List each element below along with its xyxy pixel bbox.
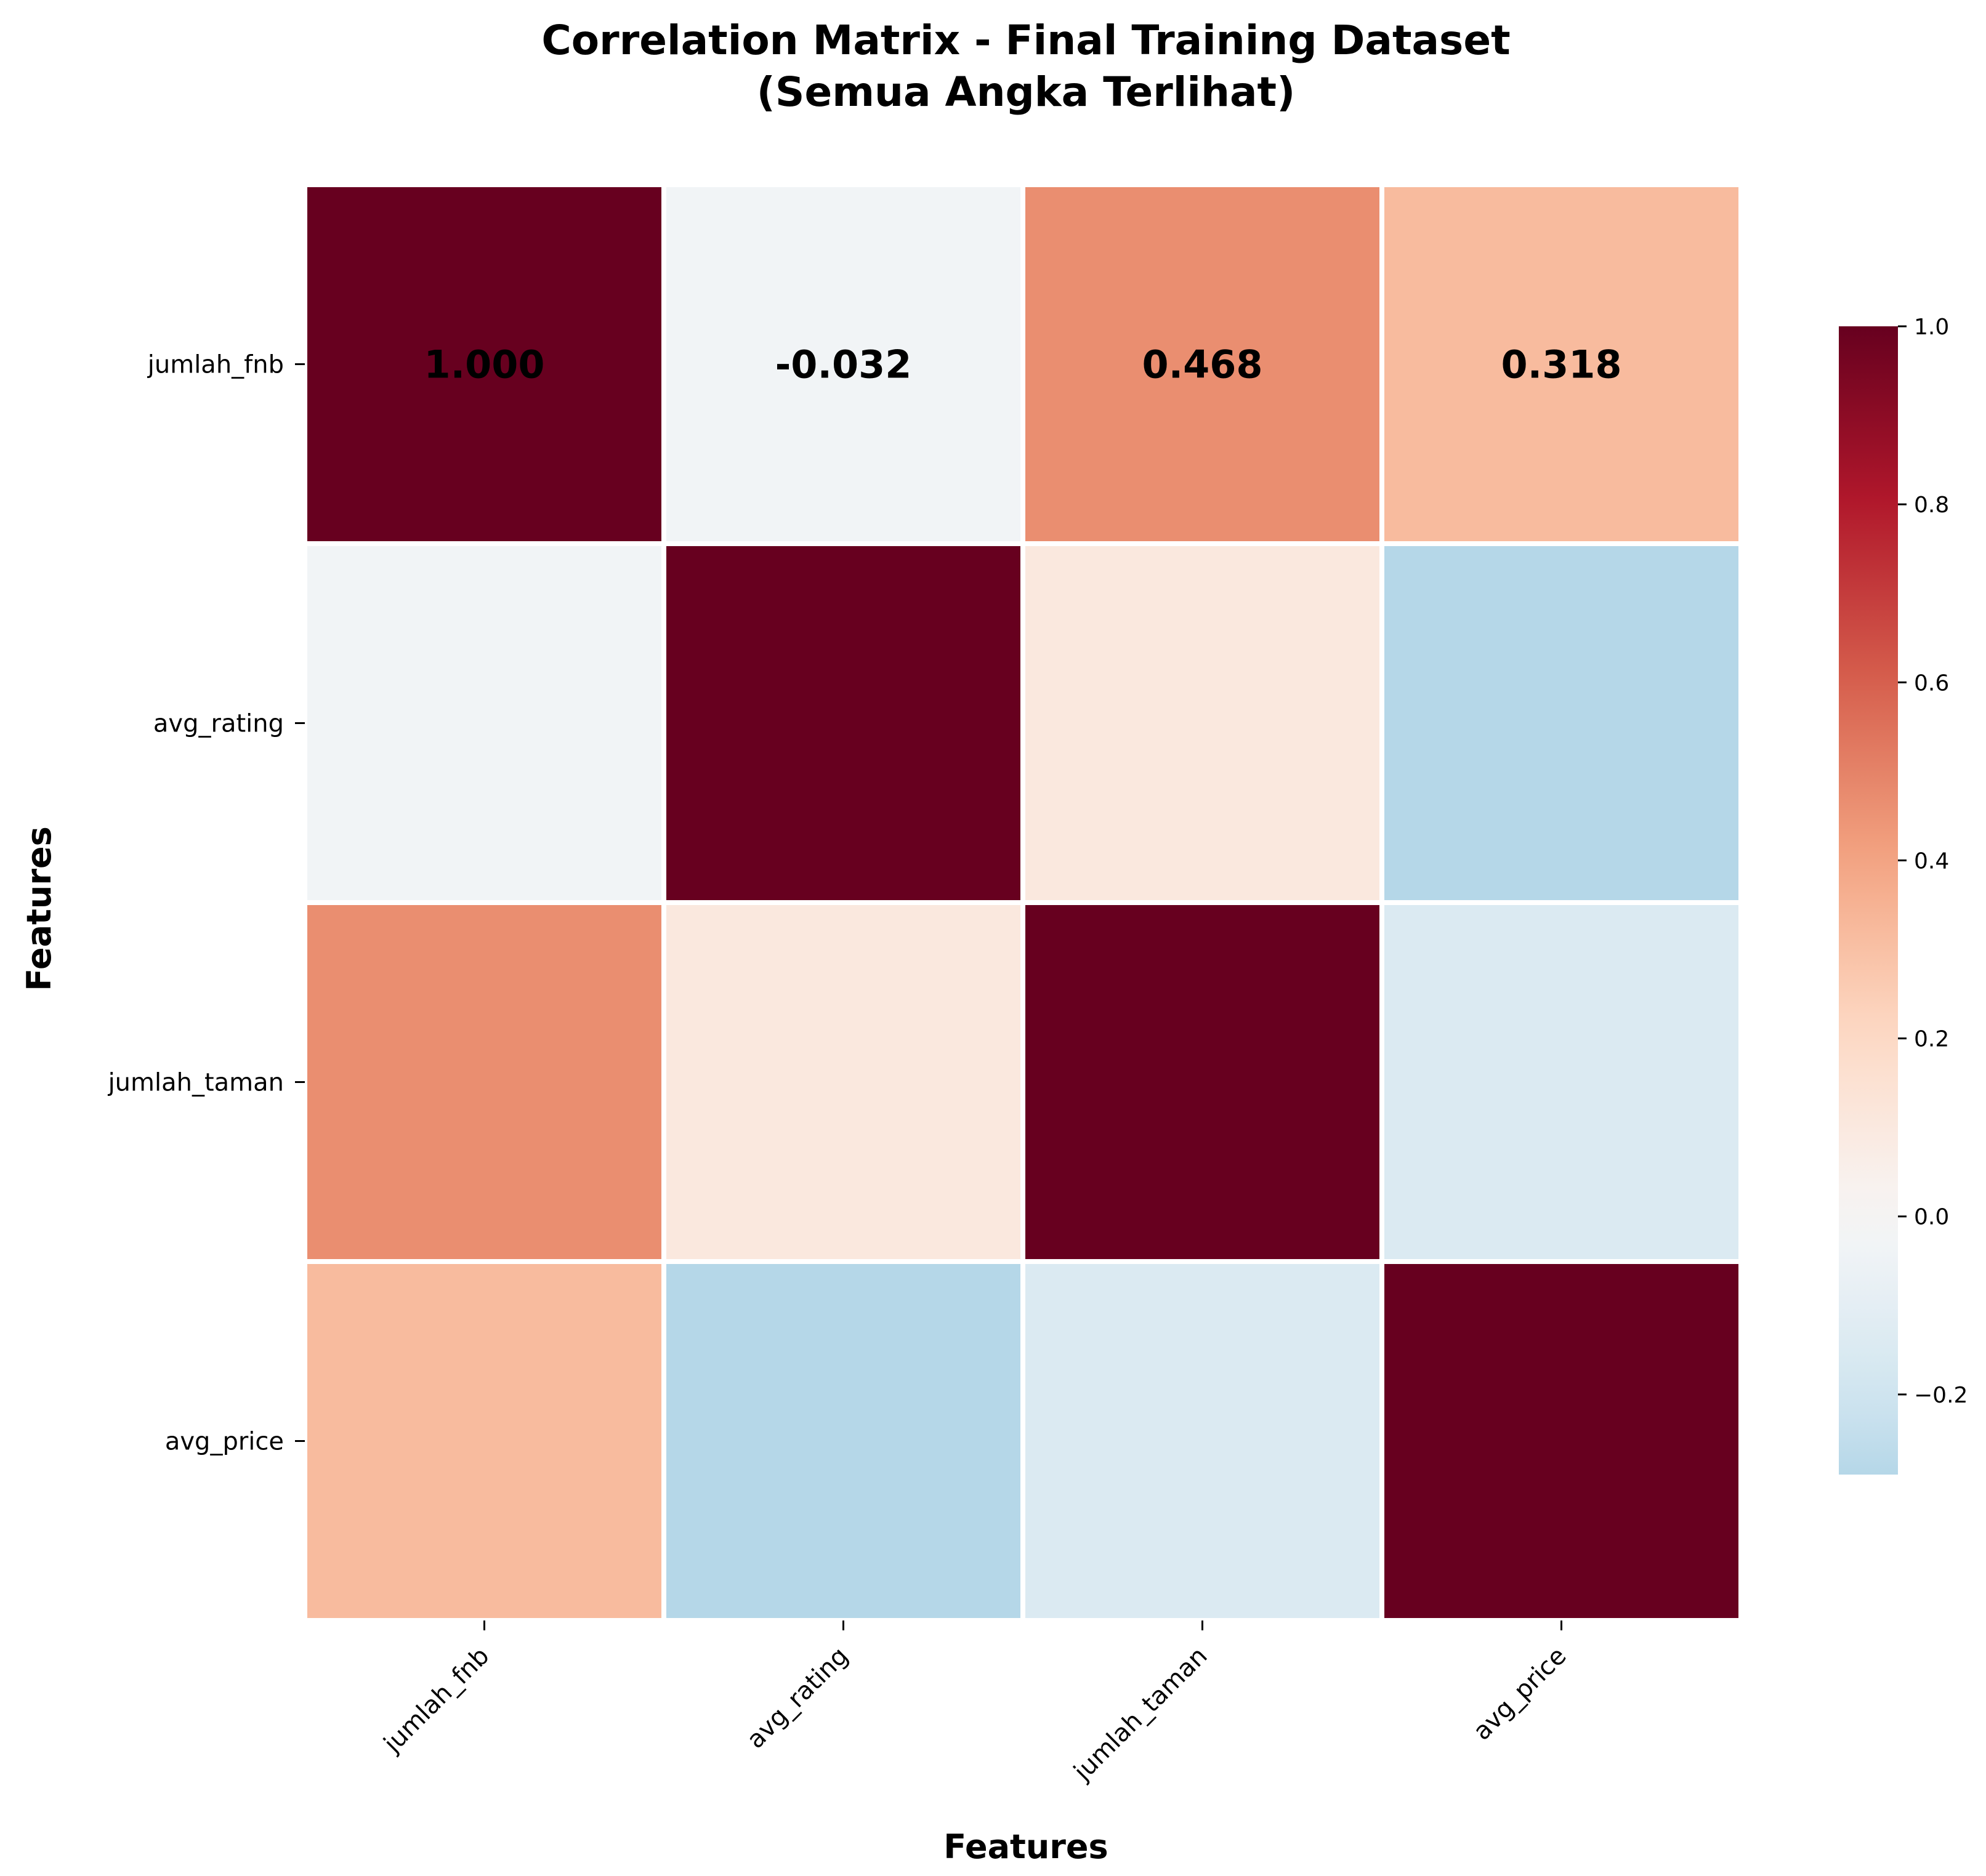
colorbar-tick-label: 0.4	[1914, 848, 1949, 874]
x-axis-label: Features	[943, 1827, 1108, 1866]
x-tick-label: avg_price	[1467, 1642, 1572, 1746]
heatmap-cell	[307, 187, 661, 541]
y-axis-label: Features	[20, 826, 59, 991]
cell-annotation: -0.032	[775, 342, 912, 387]
heatmap-cell	[307, 546, 661, 900]
x-tick-label: avg_rating	[741, 1642, 854, 1754]
x-tick-label: jumlah_taman	[1068, 1642, 1213, 1787]
heatmap-cell	[307, 905, 661, 1259]
colorbar-tick-label: 0.2	[1914, 1027, 1949, 1052]
heatmap-cell	[666, 546, 1020, 900]
colorbar-tick-label: 0.6	[1914, 670, 1949, 696]
heatmap-cell	[666, 187, 1020, 541]
x-tick-label: jumlah_fnb	[378, 1642, 495, 1759]
y-axis: jumlah_fnb avg_rating jumlah_taman avg_pric…	[108, 351, 305, 1456]
chart-title: Correlation Matrix - Final Training Data…	[541, 17, 1510, 64]
cell-annotation: 0.468	[1142, 342, 1262, 387]
y-tick-label: jumlah_fnb	[147, 351, 284, 379]
chart-subtitle: (Semua Angka Terlihat)	[757, 68, 1296, 116]
cell-annotation: 0.318	[1501, 342, 1621, 387]
y-tick-label: avg_price	[165, 1428, 284, 1456]
heatmap-cell	[1384, 905, 1738, 1259]
heatmap-cell	[666, 905, 1020, 1259]
y-tick-label: avg_rating	[153, 710, 284, 738]
colorbar-tick-label: −0.2	[1914, 1383, 1968, 1408]
heatmap-cell	[1384, 187, 1738, 541]
y-tick-label: jumlah_taman	[108, 1069, 284, 1097]
colorbar-tick-label: 0.8	[1914, 493, 1949, 518]
x-axis: jumlah_fnb avg_rating jumlah_taman avg_pric…	[378, 1620, 1572, 1787]
cell-annotations: 1.000 -0.032 0.468 0.318	[424, 342, 1621, 387]
heatmap-cells	[307, 187, 1738, 1618]
colorbar: −0.2 0.0 0.2 0.4 0.6 0.8 1.0	[1839, 315, 1968, 1475]
colorbar-tick-label: 0.0	[1914, 1205, 1949, 1230]
heatmap-cell	[1025, 1264, 1379, 1618]
cell-annotation: 1.000	[424, 342, 544, 387]
heatmap-cell	[1025, 546, 1379, 900]
colorbar-tick-label: 1.0	[1914, 315, 1949, 340]
heatmap-cell	[307, 1264, 661, 1618]
heatmap-cell	[1384, 546, 1738, 900]
heatmap-cell	[1384, 1264, 1738, 1618]
colorbar-gradient	[1839, 326, 1898, 1475]
heatmap-cell	[666, 1264, 1020, 1618]
heatmap-cell	[1025, 905, 1379, 1259]
heatmap-cell	[1025, 187, 1379, 541]
